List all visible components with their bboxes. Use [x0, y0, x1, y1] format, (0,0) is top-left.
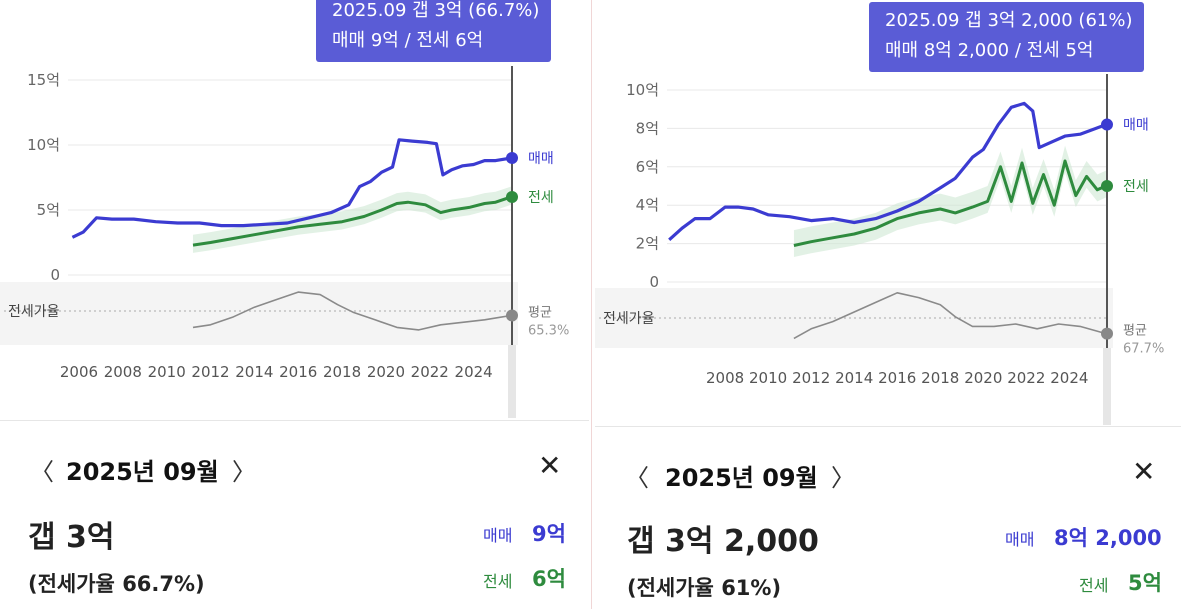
- x-tick-label: 2010: [148, 363, 186, 381]
- x-tick-label: 2006: [60, 363, 98, 381]
- y-tick-label: 10억: [626, 81, 659, 99]
- x-tick-label: 2016: [279, 363, 317, 381]
- x-tick-label: 2016: [878, 369, 916, 387]
- x-tick-label: 2010: [749, 369, 787, 387]
- x-tick-label: 2008: [706, 369, 744, 387]
- ratio-axis-label: 전세가율: [8, 304, 60, 320]
- x-tick-label: 2014: [235, 363, 273, 381]
- cursor-track: [508, 345, 516, 418]
- y-tick-label: 10억: [27, 136, 60, 154]
- next-month-button[interactable]: 〉: [232, 458, 256, 486]
- x-tick-label: 2018: [323, 363, 361, 381]
- average-value: 65.3%: [528, 324, 569, 339]
- close-icon[interactable]: ✕: [1132, 455, 1156, 488]
- lease-endpoint: [1101, 180, 1113, 192]
- sale-series-line: [71, 138, 512, 239]
- y-tick-label: 0: [649, 273, 659, 291]
- ratio-axis-label: 전세가율: [603, 311, 655, 327]
- selected-month: 2025년 09월: [665, 464, 818, 492]
- x-tick-label: 2020: [367, 363, 405, 381]
- tooltip-line2: 매매 9억 / 전세 6억: [332, 30, 484, 51]
- sale-value: 8억 2,000: [1054, 526, 1162, 550]
- lease-label: 전세: [483, 572, 513, 591]
- average-label: 평균: [528, 306, 552, 321]
- sale-end-label: 매매: [1123, 118, 1149, 134]
- next-month-button[interactable]: 〉: [831, 464, 855, 492]
- lease-series-line: [793, 159, 1107, 247]
- close-icon[interactable]: ✕: [538, 449, 562, 482]
- panel-divider: [589, 0, 595, 609]
- y-tick-label: 0: [50, 266, 60, 284]
- x-tick-label: 2024: [1050, 369, 1088, 387]
- y-tick-label: 5억: [37, 201, 60, 219]
- x-tick-label: 2012: [792, 369, 830, 387]
- lease-series-line: [192, 195, 512, 247]
- gap-amount: 갭 3억 2,000: [627, 524, 819, 559]
- chart-panel-left: 0 5억 10억 15억 2006 2008 2010 2012 2014 2016 2018 202…: [0, 0, 589, 609]
- chart-tooltip: 2025.09 갭 3억 (66.7%) 매매 9억 / 전세 6억: [316, 0, 552, 62]
- y-tick-label: 8억: [636, 119, 659, 137]
- y-tick-label: 2억: [636, 235, 659, 253]
- ratio-endpoint: [1101, 327, 1113, 340]
- average-label: 평균: [1123, 324, 1147, 339]
- x-tick-label: 2018: [921, 369, 959, 387]
- cursor-track: [1103, 348, 1111, 425]
- cursor-line: [1106, 74, 1108, 425]
- price-chart: 0 2억 4억 6억 8억 10억 2008 2010 2012 2014 2016 2018 2020…: [595, 74, 1164, 425]
- sale-value: 9억: [532, 522, 566, 546]
- average-value: 67.7%: [1123, 342, 1164, 357]
- x-tick-label: 2008: [104, 363, 142, 381]
- ratio-endpoint: [506, 309, 518, 322]
- y-tick-label: 6억: [636, 158, 659, 176]
- selected-month: 2025년 09월: [66, 458, 219, 486]
- chart-panel-right: 0 2억 4억 6억 8억 10억 2008 2010 2012 2014 2016 2018 2020…: [595, 0, 1181, 609]
- tooltip-line1: 2025.09 갭 3억 (66.7%): [332, 0, 540, 21]
- gap-amount: 갭 3억: [28, 520, 115, 555]
- lease-endpoint: [506, 191, 518, 203]
- tooltip-line1: 2025.09 갭 3억 2,000 (61%): [885, 10, 1133, 31]
- x-tick-label: 2024: [455, 363, 493, 381]
- ratio-band-bg: [0, 282, 518, 345]
- y-tick-label: 15억: [27, 71, 60, 89]
- lease-value: 5억: [1128, 571, 1162, 595]
- sale-series-line: [668, 101, 1107, 241]
- sale-endpoint: [506, 152, 518, 164]
- ratio-series-line: [192, 291, 512, 331]
- sale-end-label: 매매: [528, 151, 554, 167]
- lease-label: 전세: [1079, 576, 1109, 595]
- sale-endpoint: [1101, 118, 1113, 131]
- lease-range-band: [793, 145, 1106, 258]
- lease-end-label: 전세: [528, 190, 554, 206]
- x-tick-label: 2014: [835, 369, 873, 387]
- cursor-line: [511, 66, 513, 418]
- tooltip-line2: 매매 8억 2,000 / 전세 5억: [885, 40, 1094, 61]
- price-chart: 0 5억 10억 15억 2006 2008 2010 2012 2014 2016 2018 202…: [0, 66, 569, 418]
- x-tick-label: 2020: [964, 369, 1002, 387]
- prev-month-button[interactable]: 〈: [625, 464, 649, 492]
- chart-tooltip: 2025.09 갭 3억 2,000 (61%) 매매 8억 2,000 / 전…: [869, 2, 1145, 72]
- lease-ratio-text: (전세가율 61%): [627, 576, 782, 600]
- x-tick-label: 2022: [1007, 369, 1045, 387]
- sale-label: 매매: [1005, 530, 1035, 549]
- y-tick-label: 4억: [636, 196, 659, 214]
- lease-end-label: 전세: [1123, 179, 1149, 195]
- lease-value: 6억: [532, 567, 566, 591]
- prev-month-button[interactable]: 〈: [30, 458, 54, 486]
- x-tick-label: 2012: [191, 363, 229, 381]
- section-divider: [595, 426, 1181, 427]
- section-divider: [0, 420, 589, 421]
- ratio-series-line: [793, 291, 1107, 340]
- lease-ratio-text: (전세가율 66.7%): [28, 572, 205, 596]
- sale-label: 매매: [483, 526, 513, 545]
- x-tick-label: 2022: [411, 363, 449, 381]
